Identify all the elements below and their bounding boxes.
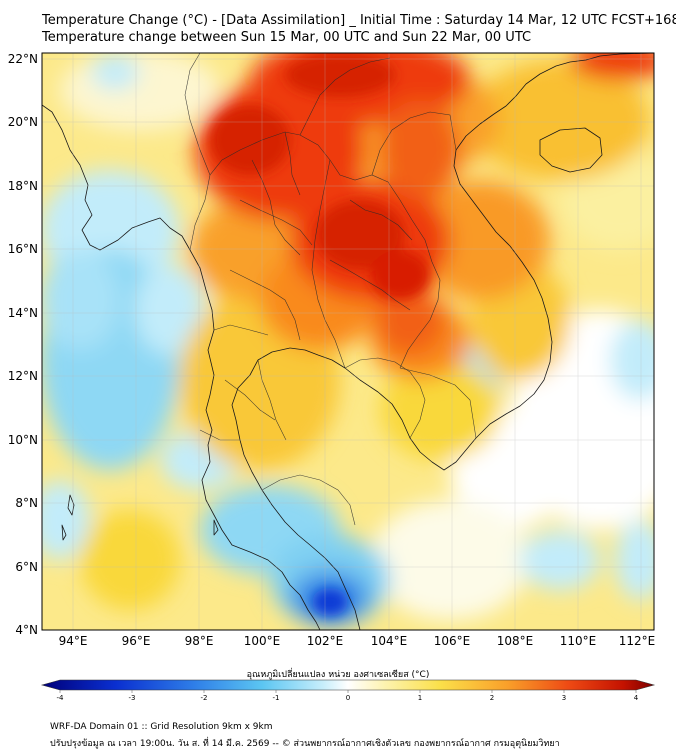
colorbar-tick: 3 xyxy=(561,694,567,702)
coastlines xyxy=(42,53,654,630)
temperature-change-map xyxy=(40,52,656,693)
colorbar-tick: -3 xyxy=(128,694,136,702)
lon-label: 102°E xyxy=(306,634,344,648)
lon-label: 98°E xyxy=(184,634,214,648)
graticule xyxy=(42,53,654,630)
colorbar-gradient xyxy=(40,679,656,691)
lon-label: 106°E xyxy=(433,634,471,648)
temperature-field xyxy=(42,53,654,630)
footer-update-info: ปรับปรุงข้อมูล ณ เวลา 19:00น. วัน ส. ที่… xyxy=(50,739,560,749)
colorbar-tick: 2 xyxy=(489,694,495,702)
chart-title-line-1: Temperature Change (°C) - [Data Assimila… xyxy=(42,13,676,28)
lat-label: 14°N xyxy=(7,306,38,320)
lon-label: 104°E xyxy=(370,634,408,648)
lon-label: 94°E xyxy=(58,634,88,648)
colorbar-tick: -4 xyxy=(56,694,64,702)
lat-label: 12°N xyxy=(7,369,38,383)
colorbar-tick: -2 xyxy=(200,694,208,702)
lon-label: 108°E xyxy=(496,634,534,648)
lat-label: 20°N xyxy=(7,115,38,129)
colorbar-title: อุณหภูมิเปลี่ยนแปลง หน่วย องศาเซลเซียส (… xyxy=(246,670,430,680)
lon-label: 96°E xyxy=(121,634,151,648)
lat-label: 6°N xyxy=(15,560,38,574)
colorbar-tick: -1 xyxy=(272,694,280,702)
country-borders xyxy=(184,53,477,526)
lat-label: 22°N xyxy=(7,52,38,66)
lat-label: 18°N xyxy=(7,179,38,193)
lat-label: 10°N xyxy=(7,433,38,447)
lat-label: 4°N xyxy=(15,623,38,637)
lat-label: 16°N xyxy=(7,242,38,256)
colorbar-tick: 1 xyxy=(417,694,423,702)
colorbar-tick: 0 xyxy=(345,694,351,702)
footer-model-info: WRF-DA Domain 01 :: Grid Resolution 9km … xyxy=(50,722,273,732)
lat-label: 8°N xyxy=(15,496,38,510)
chart-title-line-2: Temperature change between Sun 15 Mar, 0… xyxy=(42,30,532,45)
colorbar xyxy=(40,679,656,693)
map-frame xyxy=(41,52,655,631)
lon-label: 110°E xyxy=(559,634,597,648)
colorbar-tick: 4 xyxy=(633,694,639,702)
lon-label: 100°E xyxy=(243,634,281,648)
lon-label: 112°E xyxy=(618,634,656,648)
